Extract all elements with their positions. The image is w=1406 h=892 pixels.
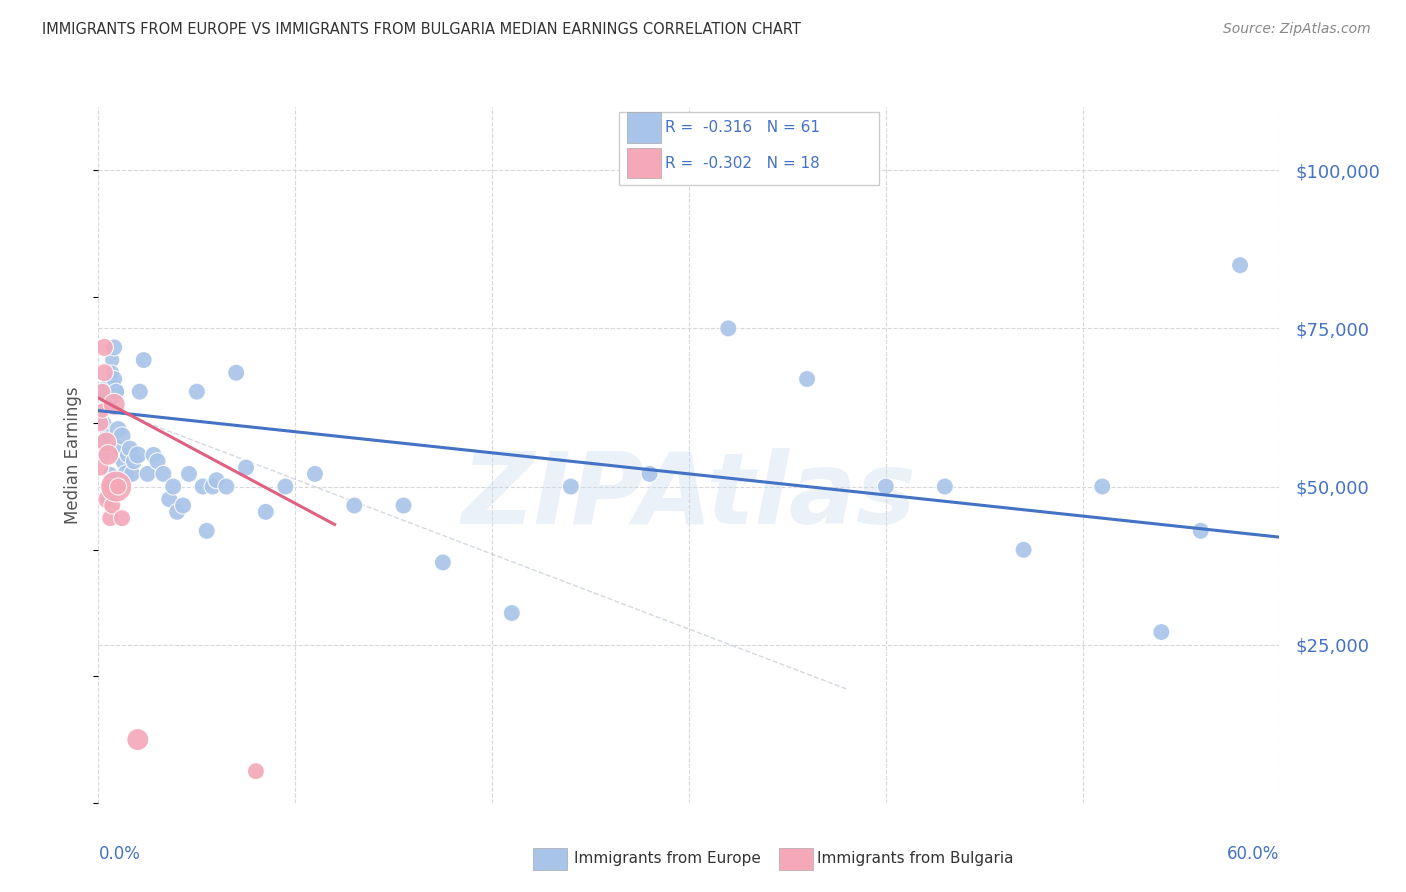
Point <box>432 556 454 570</box>
Point <box>93 340 115 354</box>
Point <box>115 467 138 481</box>
Point <box>1012 542 1035 557</box>
Point <box>93 417 115 431</box>
Point <box>118 442 141 456</box>
Point <box>101 499 124 513</box>
Point <box>111 511 134 525</box>
Point <box>89 417 111 431</box>
Y-axis label: Median Earnings: Median Earnings <box>65 386 83 524</box>
Point <box>98 479 121 493</box>
Point <box>91 403 114 417</box>
Point <box>96 429 118 443</box>
Point <box>254 505 277 519</box>
Point <box>97 492 120 507</box>
Text: IMMIGRANTS FROM EUROPE VS IMMIGRANTS FROM BULGARIA MEDIAN EARNINGS CORRELATION C: IMMIGRANTS FROM EUROPE VS IMMIGRANTS FRO… <box>42 22 801 37</box>
Point <box>235 460 257 475</box>
Point <box>1091 479 1114 493</box>
Text: R =  -0.302   N = 18: R = -0.302 N = 18 <box>665 156 820 170</box>
Text: Immigrants from Europe: Immigrants from Europe <box>574 851 761 865</box>
Text: Immigrants from Bulgaria: Immigrants from Bulgaria <box>817 851 1014 865</box>
Point <box>172 499 194 513</box>
Point <box>1189 524 1212 538</box>
Text: 60.0%: 60.0% <box>1227 845 1279 863</box>
Point <box>274 479 297 493</box>
Point <box>91 384 114 399</box>
Point <box>121 467 143 481</box>
Point <box>177 467 200 481</box>
Point <box>107 448 129 462</box>
Point <box>105 384 128 399</box>
Point <box>127 448 149 462</box>
Point <box>108 442 131 456</box>
Point <box>91 435 114 450</box>
Point <box>96 435 118 450</box>
Point <box>162 479 184 493</box>
Point <box>101 353 124 368</box>
Point <box>107 423 129 437</box>
Point <box>191 479 214 493</box>
Point <box>157 492 180 507</box>
Point <box>560 479 582 493</box>
Point <box>111 429 134 443</box>
Point <box>195 524 218 538</box>
Point <box>392 499 415 513</box>
Point <box>98 511 121 525</box>
Point <box>93 366 115 380</box>
Point <box>1150 625 1173 640</box>
Point <box>501 606 523 620</box>
Point <box>98 467 121 481</box>
Point <box>103 397 125 411</box>
Point <box>122 454 145 468</box>
Point <box>225 366 247 380</box>
Point <box>105 479 128 493</box>
Text: Source: ZipAtlas.com: Source: ZipAtlas.com <box>1223 22 1371 37</box>
Point <box>152 467 174 481</box>
Point <box>166 505 188 519</box>
Point <box>136 467 159 481</box>
Point <box>304 467 326 481</box>
Point <box>142 448 165 462</box>
Point <box>796 372 818 386</box>
Point <box>205 473 228 487</box>
Point <box>93 448 115 462</box>
Point <box>127 732 149 747</box>
Point <box>101 366 124 380</box>
Point <box>128 384 150 399</box>
Point <box>112 454 135 468</box>
Point <box>117 448 139 462</box>
Point <box>103 372 125 386</box>
Text: 0.0%: 0.0% <box>98 845 141 863</box>
Point <box>717 321 740 335</box>
Point <box>201 479 224 493</box>
Point <box>97 397 120 411</box>
Text: ZIPAtlas: ZIPAtlas <box>461 448 917 545</box>
Point <box>1229 258 1251 272</box>
Point <box>97 492 120 507</box>
Point <box>98 384 121 399</box>
Point <box>186 384 208 399</box>
Point <box>245 764 267 779</box>
Point <box>638 467 661 481</box>
Point <box>132 353 155 368</box>
Point <box>934 479 956 493</box>
Point <box>146 454 169 468</box>
Point <box>97 448 120 462</box>
Point <box>107 479 129 493</box>
Point <box>103 340 125 354</box>
Point <box>875 479 897 493</box>
Text: R =  -0.316   N = 61: R = -0.316 N = 61 <box>665 120 820 135</box>
Point <box>89 460 111 475</box>
Point <box>215 479 238 493</box>
Point <box>343 499 366 513</box>
